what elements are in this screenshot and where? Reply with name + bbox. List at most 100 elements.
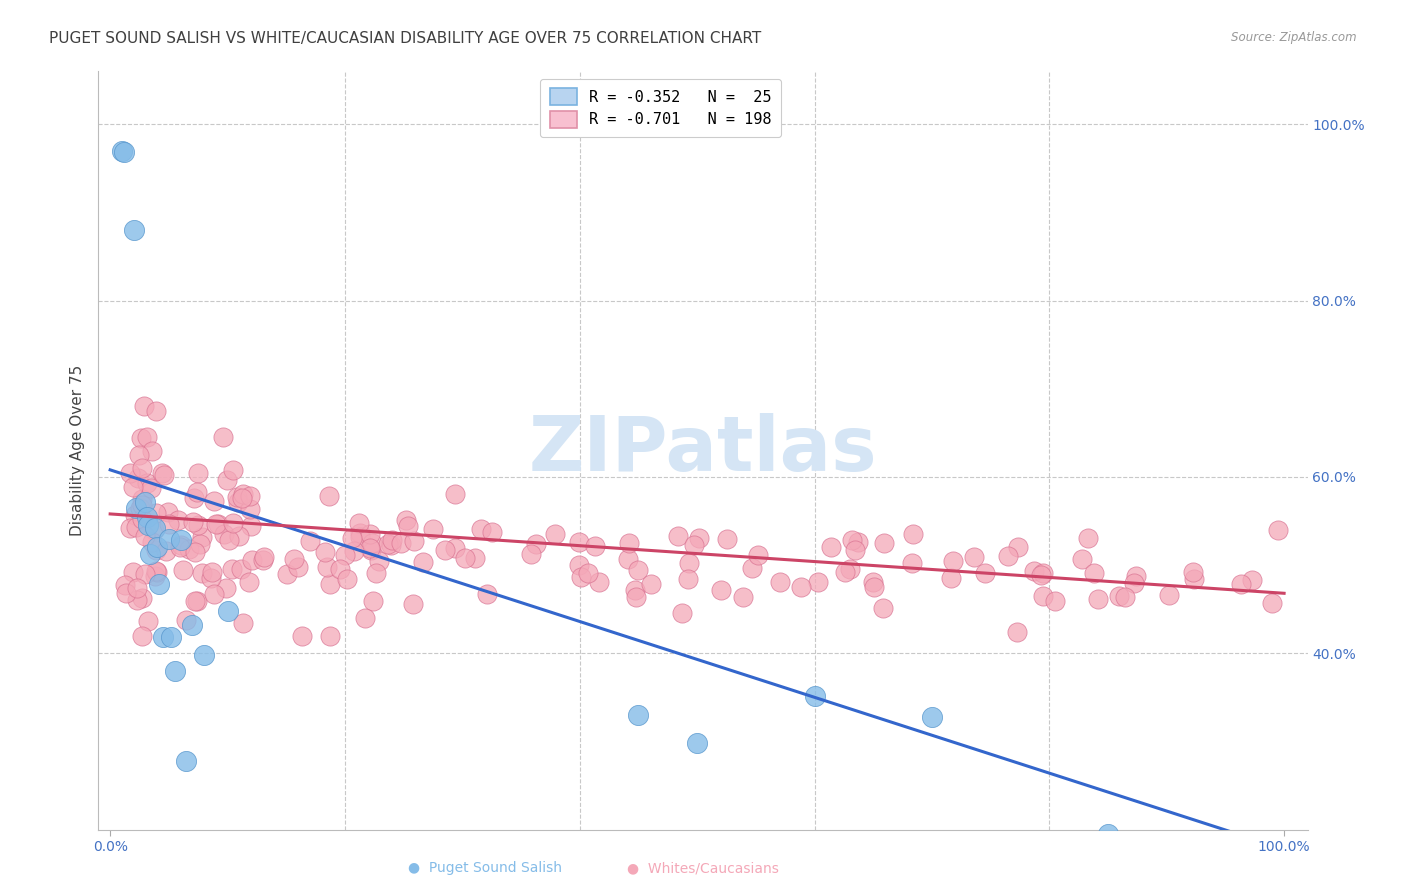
Point bbox=[131, 498, 153, 512]
Point bbox=[129, 500, 152, 515]
Point bbox=[156, 505, 179, 519]
Point bbox=[402, 597, 425, 611]
Point bbox=[146, 541, 169, 555]
Point bbox=[157, 516, 180, 531]
Point bbox=[314, 545, 336, 559]
Point bbox=[422, 522, 444, 536]
Point bbox=[172, 563, 194, 577]
Point bbox=[520, 547, 543, 561]
Point bbox=[381, 533, 404, 548]
Point bbox=[404, 533, 426, 548]
Point bbox=[131, 461, 153, 475]
Point bbox=[319, 629, 342, 643]
Point bbox=[121, 480, 143, 494]
Point bbox=[129, 431, 152, 445]
Point bbox=[846, 535, 869, 549]
Point bbox=[1087, 591, 1109, 606]
Point bbox=[202, 587, 225, 601]
Point bbox=[974, 566, 997, 580]
Point bbox=[145, 543, 167, 558]
Point bbox=[202, 493, 225, 508]
Point bbox=[939, 571, 962, 585]
Point bbox=[838, 562, 860, 576]
Point bbox=[803, 689, 825, 703]
Point bbox=[686, 736, 709, 750]
Point bbox=[1182, 572, 1205, 586]
Point bbox=[177, 541, 200, 556]
Point bbox=[160, 631, 183, 645]
Point bbox=[335, 572, 357, 586]
Point bbox=[568, 558, 591, 573]
Point bbox=[1097, 827, 1119, 841]
Point bbox=[1261, 596, 1284, 610]
Point bbox=[616, 552, 638, 566]
Point bbox=[569, 570, 592, 584]
Point bbox=[807, 574, 830, 589]
Point bbox=[1005, 624, 1028, 639]
Point bbox=[176, 754, 198, 768]
Point bbox=[863, 581, 886, 595]
Point bbox=[841, 533, 863, 548]
Point bbox=[443, 487, 465, 501]
Point bbox=[298, 534, 321, 549]
Point bbox=[222, 516, 245, 530]
Point bbox=[1007, 540, 1029, 554]
Point bbox=[347, 516, 370, 531]
Point bbox=[125, 581, 148, 595]
Point bbox=[131, 512, 153, 526]
Point bbox=[200, 571, 222, 585]
Point bbox=[688, 531, 710, 545]
Point bbox=[790, 581, 813, 595]
Point bbox=[212, 430, 235, 444]
Point bbox=[470, 522, 492, 536]
Point bbox=[359, 541, 381, 556]
Point bbox=[1240, 573, 1263, 587]
Point bbox=[139, 481, 162, 495]
Point bbox=[239, 489, 262, 503]
Point bbox=[477, 587, 499, 601]
Point bbox=[1114, 590, 1136, 604]
Point bbox=[228, 529, 250, 543]
Point bbox=[169, 541, 191, 555]
Point bbox=[359, 526, 381, 541]
Point bbox=[276, 566, 298, 581]
Point bbox=[141, 443, 163, 458]
Point bbox=[205, 517, 228, 532]
Point bbox=[768, 574, 790, 589]
Point bbox=[747, 549, 769, 563]
Point bbox=[207, 516, 229, 531]
Point bbox=[901, 556, 924, 570]
Point bbox=[710, 582, 733, 597]
Point bbox=[343, 544, 366, 558]
Point bbox=[163, 664, 186, 678]
Point bbox=[190, 530, 212, 544]
Point bbox=[353, 611, 375, 625]
Point bbox=[226, 490, 249, 504]
Point bbox=[1125, 569, 1147, 583]
Point bbox=[239, 519, 262, 533]
Point bbox=[396, 519, 419, 533]
Point bbox=[217, 604, 239, 618]
Point bbox=[169, 533, 191, 548]
Point bbox=[190, 566, 212, 581]
Point bbox=[389, 536, 412, 550]
Point bbox=[135, 509, 157, 524]
Point bbox=[111, 144, 134, 158]
Point bbox=[124, 508, 146, 522]
Point bbox=[318, 489, 340, 503]
Point bbox=[349, 526, 371, 541]
Point bbox=[731, 590, 754, 604]
Text: ●  Whites/Caucasians: ● Whites/Caucasians bbox=[627, 861, 779, 875]
Point bbox=[844, 543, 866, 558]
Point bbox=[872, 601, 894, 615]
Point bbox=[153, 467, 176, 482]
Point bbox=[1157, 589, 1180, 603]
Point bbox=[873, 536, 896, 550]
Point bbox=[131, 492, 153, 507]
Point bbox=[617, 536, 640, 550]
Point bbox=[186, 484, 208, 499]
Point bbox=[221, 562, 243, 576]
Point bbox=[155, 544, 177, 558]
Point bbox=[134, 494, 156, 508]
Point bbox=[114, 578, 136, 592]
